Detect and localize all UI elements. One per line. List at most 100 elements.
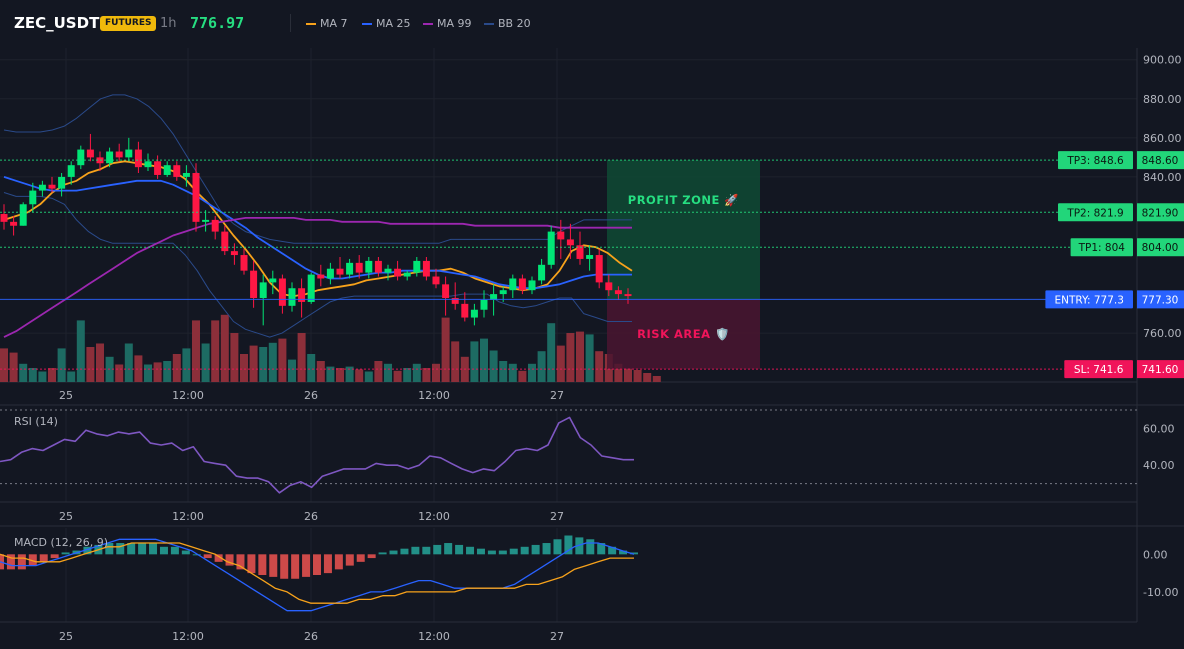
candle [240, 249, 248, 275]
timeframe-label[interactable]: 1h [160, 16, 177, 31]
macd-histogram-bar [487, 550, 496, 555]
candle-body [595, 255, 603, 283]
candle [403, 270, 411, 281]
axes: 900.00 880.00 860.00 840.00 760.00 60.00 40.00… [59, 54, 1182, 643]
volume-bar [576, 331, 584, 382]
volume-bar [537, 351, 546, 382]
macd-tick-label: 0.00 [1143, 548, 1168, 561]
candle [211, 215, 219, 240]
candle [38, 180, 46, 197]
volume-bar [76, 320, 85, 382]
candle [115, 143, 123, 162]
ma-7-line [3, 160, 633, 297]
macd-histogram-bar [61, 552, 70, 555]
candle [163, 161, 171, 177]
candle [422, 256, 430, 281]
macd-histogram-bar [323, 554, 332, 574]
time-tick-label: 12:00 [172, 630, 204, 643]
candle-body [538, 264, 546, 281]
candle-body [48, 184, 56, 189]
macd-histogram-bar [356, 554, 365, 562]
time-tick-label: 12:00 [418, 510, 450, 523]
rsi-tick-label: 60.00 [1143, 422, 1175, 435]
time-tick-label: 26 [304, 630, 318, 643]
macd-histogram-bar [619, 550, 628, 555]
macd-histogram-bar [553, 539, 562, 555]
candle-body [442, 284, 450, 299]
volume-bar [86, 347, 95, 382]
symbol-title[interactable]: ZEC_USDT [14, 14, 100, 32]
volume-bar [451, 341, 460, 382]
candle [374, 256, 382, 277]
candle-body [10, 221, 18, 226]
candle [326, 262, 334, 285]
candle-body [259, 282, 267, 299]
volume-bar [249, 345, 258, 382]
candle-body [451, 298, 459, 304]
volume-bar [547, 323, 556, 382]
bollinger-bands [3, 94, 632, 338]
candle [202, 210, 210, 232]
candle-body [470, 309, 478, 318]
candle-body [221, 231, 229, 252]
volume-bar [307, 354, 316, 382]
candle [298, 278, 306, 318]
volume-bar [288, 359, 296, 382]
macd-histogram-bar [149, 543, 158, 555]
volume-bar [182, 348, 191, 382]
candle-body [365, 260, 373, 273]
header-divider [290, 14, 291, 32]
level-axis-bg [1137, 238, 1184, 257]
candle [317, 264, 325, 287]
candle [528, 276, 536, 295]
risk-area-label: RISK AREA 🛡️ [637, 327, 730, 341]
level-label-bg [1070, 238, 1133, 257]
candle [182, 165, 190, 187]
candle-body [413, 260, 421, 273]
candle-body [298, 288, 306, 302]
level-axis-label: 848.60 [1142, 155, 1179, 167]
candle-body [614, 290, 622, 295]
volume-bar [633, 370, 642, 382]
volume-bar [528, 363, 536, 382]
volume-bar [28, 368, 37, 382]
legend-ma25[interactable]: MA 25 [362, 17, 411, 30]
level-label: TP3: 848.6 [1066, 155, 1124, 167]
rsi-line [0, 416, 634, 494]
candle-body [19, 204, 27, 226]
candle-body [528, 280, 536, 291]
volume-bar [57, 348, 66, 382]
candle-body [182, 173, 190, 177]
volume-bar [9, 352, 18, 382]
candle [451, 282, 459, 310]
legend-ma99[interactable]: MA 99 [423, 17, 472, 30]
signal-line [0, 542, 634, 604]
candle [0, 204, 8, 230]
candle [259, 274, 267, 326]
volume-bar [316, 361, 325, 382]
candle [365, 256, 373, 279]
macd-histogram-bar [247, 554, 256, 574]
candle [250, 260, 258, 308]
macd-histogram-bar [542, 543, 551, 555]
level-axis-bg [1137, 151, 1184, 170]
volume-bar [192, 320, 200, 382]
legend-swatch-ma25 [362, 23, 372, 25]
legend-ma7[interactable]: MA 7 [306, 17, 348, 30]
candle-body [240, 255, 248, 271]
candle [10, 215, 18, 236]
candle [480, 290, 488, 318]
volume-bar [355, 369, 364, 382]
macd-histogram-bar [597, 543, 606, 555]
volume-bar [326, 366, 335, 382]
macd-histogram-bar [345, 554, 354, 566]
macd-histogram-bar [378, 552, 387, 555]
legend-bb20[interactable]: BB 20 [484, 17, 531, 30]
volume-bar [259, 347, 268, 382]
candle-body [605, 282, 613, 291]
candle-body [422, 260, 430, 277]
price-tick-label: 760.00 [1143, 327, 1182, 340]
candle-body [432, 276, 440, 285]
volume-bar [441, 317, 450, 382]
